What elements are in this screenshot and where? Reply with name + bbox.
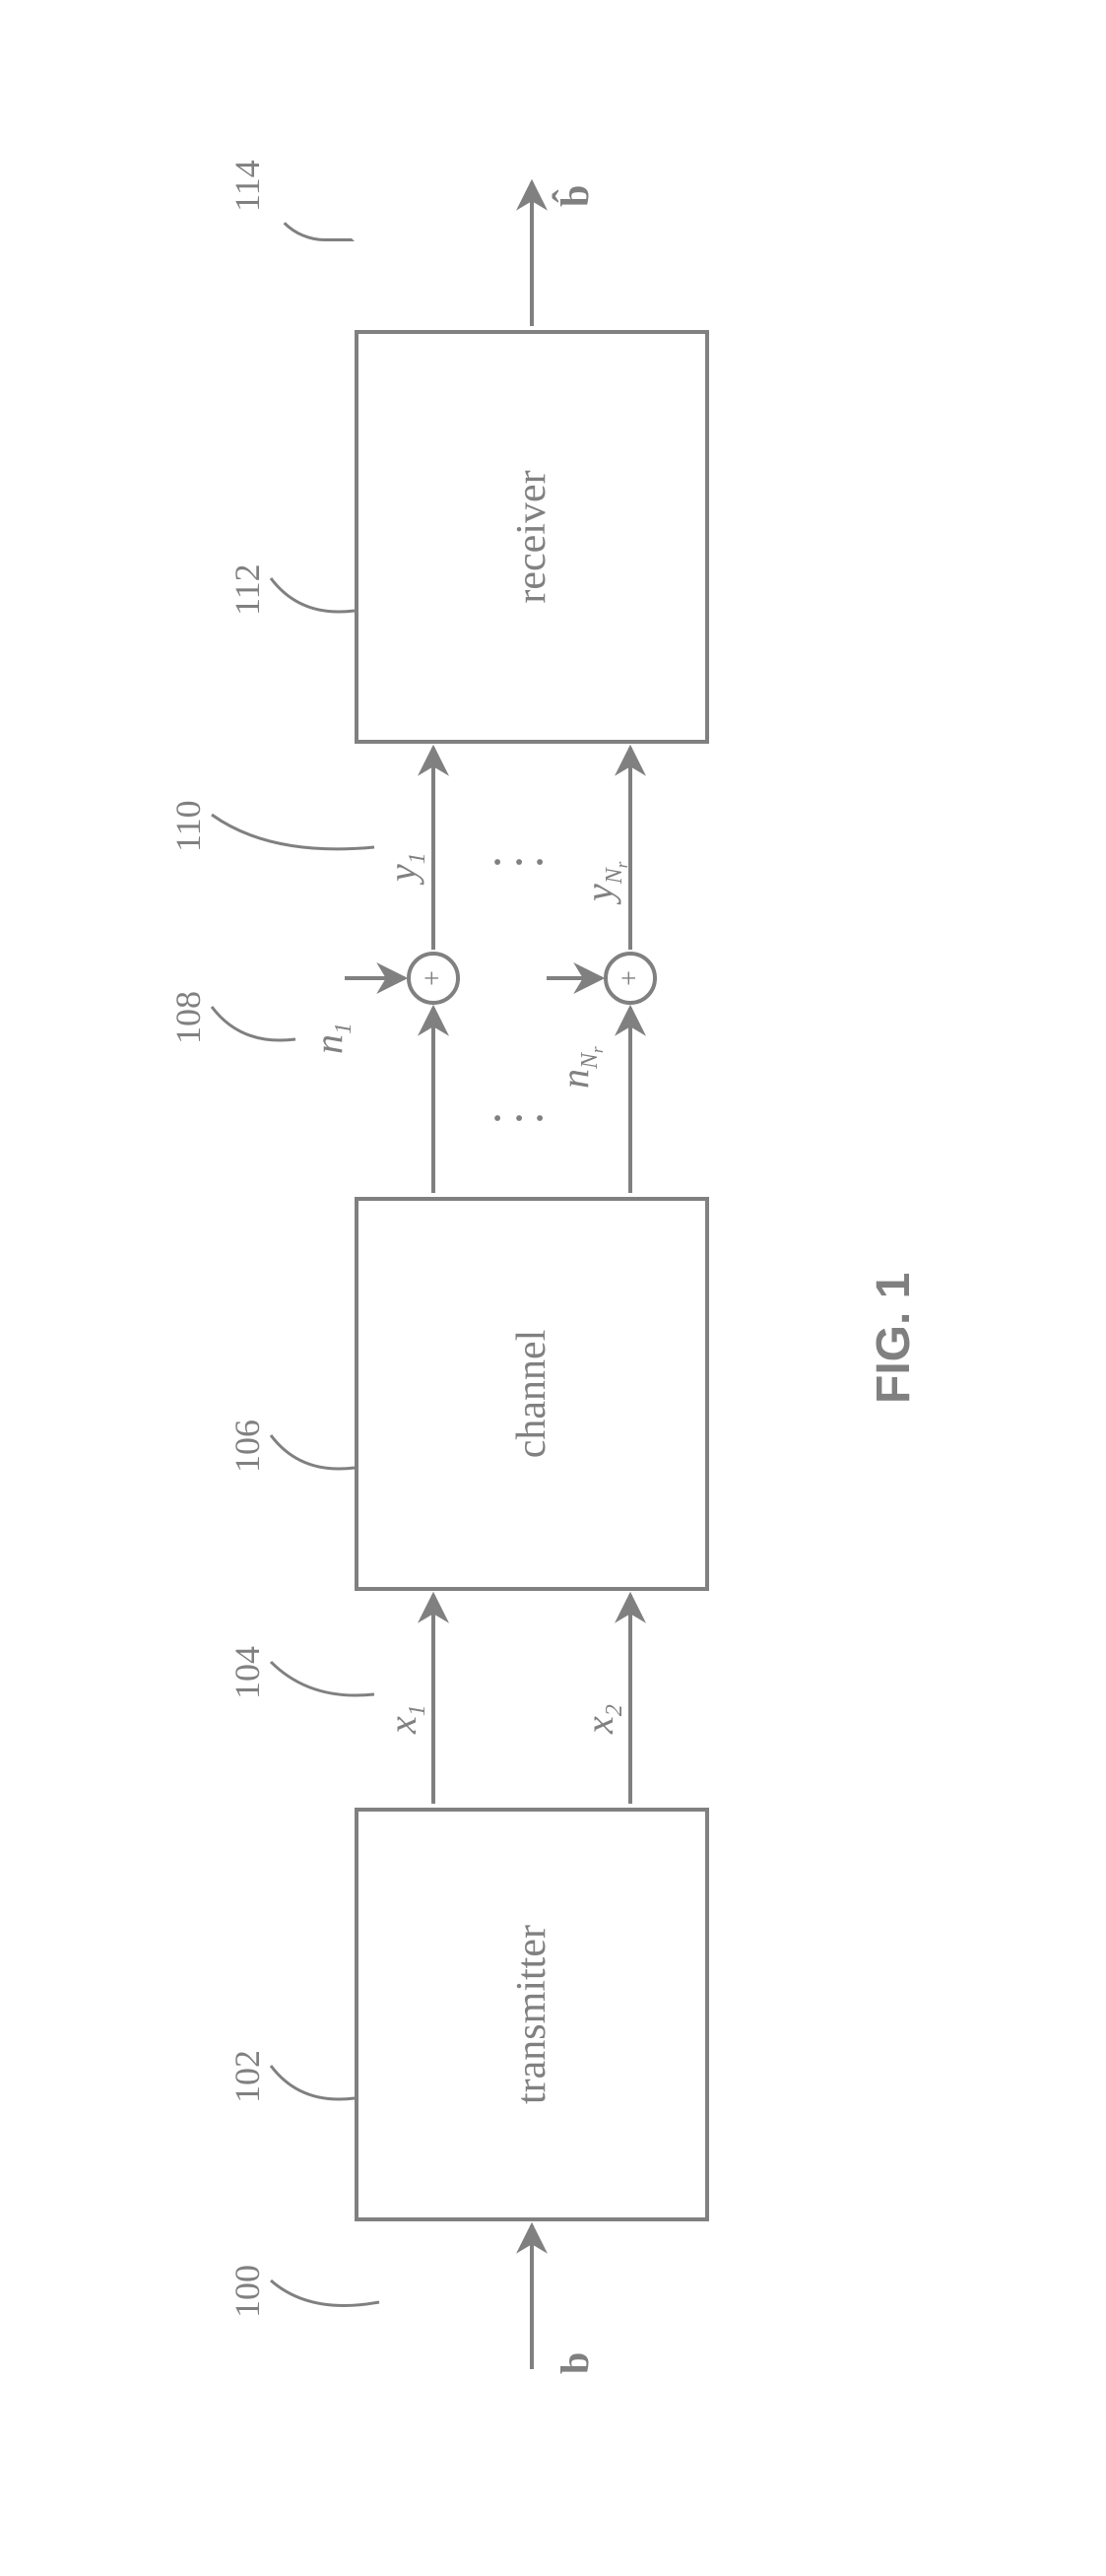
dots-receiver-in: ···: [488, 852, 552, 872]
rotated-layer: FIG. 1 transmitter channel receiver 100 …: [0, 0, 1106, 2576]
x2-label: x2: [576, 1704, 628, 1734]
diagram-canvas: FIG. 1 transmitter channel receiver 100 …: [0, 0, 1106, 2576]
output-bhat-label: b̂: [552, 185, 598, 207]
wires-layer: [0, 0, 1106, 2576]
yNr-label: yNr: [576, 862, 632, 901]
x1-label: x1: [379, 1704, 431, 1734]
y1-label: y1: [379, 852, 431, 882]
dots-channel-out: ···: [488, 1108, 552, 1128]
input-b-label: b: [552, 2352, 598, 2374]
